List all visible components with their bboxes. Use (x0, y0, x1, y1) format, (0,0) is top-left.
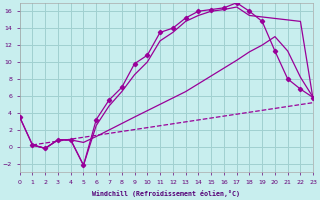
X-axis label: Windchill (Refroidissement éolien,°C): Windchill (Refroidissement éolien,°C) (92, 190, 240, 197)
